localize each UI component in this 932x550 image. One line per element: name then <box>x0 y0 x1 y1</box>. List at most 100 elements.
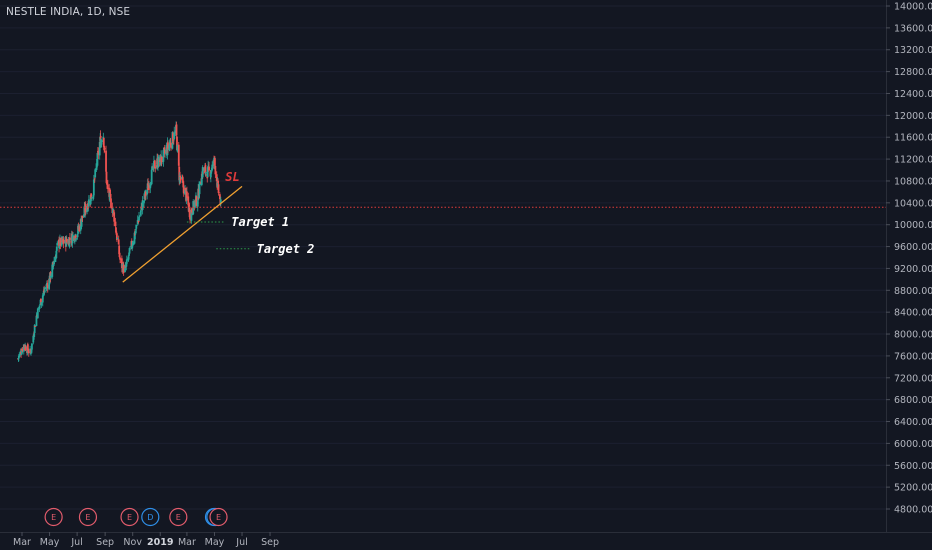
candle-body <box>45 283 48 288</box>
price-tick-label: 4800.00 <box>894 505 932 516</box>
candle-body <box>105 150 107 172</box>
candle-body <box>93 179 96 182</box>
candle-body <box>45 287 48 289</box>
candle-body <box>176 136 178 151</box>
candle-body <box>162 150 165 162</box>
candle-body <box>137 220 140 223</box>
candle-body <box>106 184 109 190</box>
candle-body <box>130 240 133 248</box>
dividend-marker[interactable] <box>141 507 160 527</box>
candle-body <box>40 298 42 305</box>
price-tick-label: 7200.00 <box>894 373 932 384</box>
candle-body <box>200 182 202 185</box>
event-markers[interactable]: EEEDEDDE <box>44 507 228 527</box>
candle-body <box>179 175 182 178</box>
candle-body <box>106 183 109 186</box>
candle-body <box>215 174 218 182</box>
candle-body <box>32 335 35 343</box>
candle-body <box>111 206 114 214</box>
candle-body <box>42 293 45 296</box>
time-tick-label: Jul <box>235 537 247 548</box>
candle-body <box>217 184 220 193</box>
price-tick-label: 9600.00 <box>894 242 932 253</box>
candle-body <box>209 172 212 178</box>
candle-body <box>182 186 185 194</box>
price-tick-label: 6800.00 <box>894 395 932 406</box>
event-marker-label: D <box>147 513 153 522</box>
price-tick-label: 10000.00 <box>894 220 932 231</box>
price-tick-label: 14000.00 <box>894 2 932 13</box>
candle-body <box>154 166 157 169</box>
candle-body <box>182 181 185 188</box>
candle-body <box>92 179 95 196</box>
candle-body <box>133 232 136 244</box>
candle-body <box>169 142 172 146</box>
candle-body <box>36 308 39 319</box>
candle-body <box>163 147 166 149</box>
candle-body <box>84 204 87 213</box>
price-tick-label: 11600.00 <box>894 133 932 144</box>
candle-body <box>144 192 147 196</box>
price-tick-label: 8400.00 <box>894 308 932 319</box>
candle-body <box>87 205 90 208</box>
candle-body <box>178 166 181 181</box>
candle-body <box>112 210 115 212</box>
candle-body <box>138 216 140 221</box>
candle-body <box>176 145 179 152</box>
earnings-marker[interactable] <box>44 507 63 527</box>
candle-body <box>30 352 32 354</box>
candle-body <box>62 239 65 244</box>
candle-body <box>120 258 123 268</box>
candle-body <box>174 130 177 134</box>
candle-body <box>27 351 30 354</box>
earnings-marker[interactable] <box>120 507 139 527</box>
candle-body <box>141 200 144 210</box>
candle-body <box>129 248 131 250</box>
candle-body <box>211 164 214 171</box>
candle-body <box>70 241 73 243</box>
candle-body <box>50 275 52 278</box>
candle-body <box>157 156 160 168</box>
drawings[interactable]: Target 1 Target 2 SL <box>0 170 886 283</box>
earnings-marker[interactable] <box>209 507 228 527</box>
candle-body <box>219 199 222 204</box>
candle-body <box>189 216 191 220</box>
candle-body <box>33 324 36 334</box>
candle-body <box>65 238 68 242</box>
candle-body <box>177 144 180 166</box>
candle-body <box>201 166 204 178</box>
candle-body <box>33 334 36 337</box>
candle-body <box>21 349 23 354</box>
event-marker-label: E <box>127 513 132 522</box>
candle-body <box>168 143 171 147</box>
earnings-marker[interactable] <box>78 507 98 527</box>
candle-body <box>90 193 93 199</box>
candle-body <box>190 208 193 213</box>
price-tick-label: 11200.00 <box>894 155 932 166</box>
earnings-marker[interactable] <box>169 507 188 527</box>
time-tick-label: 2019 <box>147 537 173 548</box>
candle-body <box>72 235 74 237</box>
candle-body <box>165 149 168 155</box>
candle-body <box>109 193 112 198</box>
candle-body <box>112 209 115 212</box>
candle-body <box>127 257 130 261</box>
candle-body <box>210 170 213 172</box>
candle-body <box>100 140 103 142</box>
price-axis[interactable]: 14000.00 13600.00 13200.00 12800.00 12400.00… <box>886 2 932 516</box>
candle-body <box>81 215 84 219</box>
candle-body <box>17 358 20 359</box>
candle-body <box>38 305 41 309</box>
candle-body <box>90 198 93 200</box>
chart-title: NESTLE INDIA, 1D, NSE <box>6 6 131 18</box>
candle-body <box>78 226 81 232</box>
candle-body <box>216 181 219 187</box>
candle-body <box>98 141 101 156</box>
candle-body <box>200 173 203 185</box>
time-axis[interactable]: Mar May Jul Sep Nov 2019 Mar May Jul Sep <box>13 532 279 548</box>
candle-body <box>125 259 128 264</box>
support-trendline[interactable] <box>122 185 243 283</box>
candle-body <box>148 185 150 190</box>
candle-body <box>170 145 172 148</box>
